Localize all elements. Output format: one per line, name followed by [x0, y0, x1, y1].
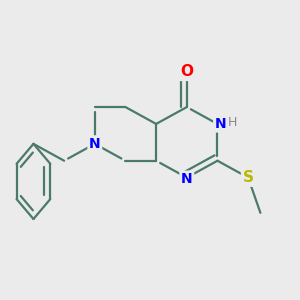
- Text: N: N: [181, 172, 193, 186]
- Text: N: N: [215, 117, 226, 131]
- Text: O: O: [180, 64, 193, 79]
- Text: S: S: [243, 170, 254, 185]
- Text: H: H: [228, 116, 238, 129]
- Text: N: N: [89, 137, 100, 151]
